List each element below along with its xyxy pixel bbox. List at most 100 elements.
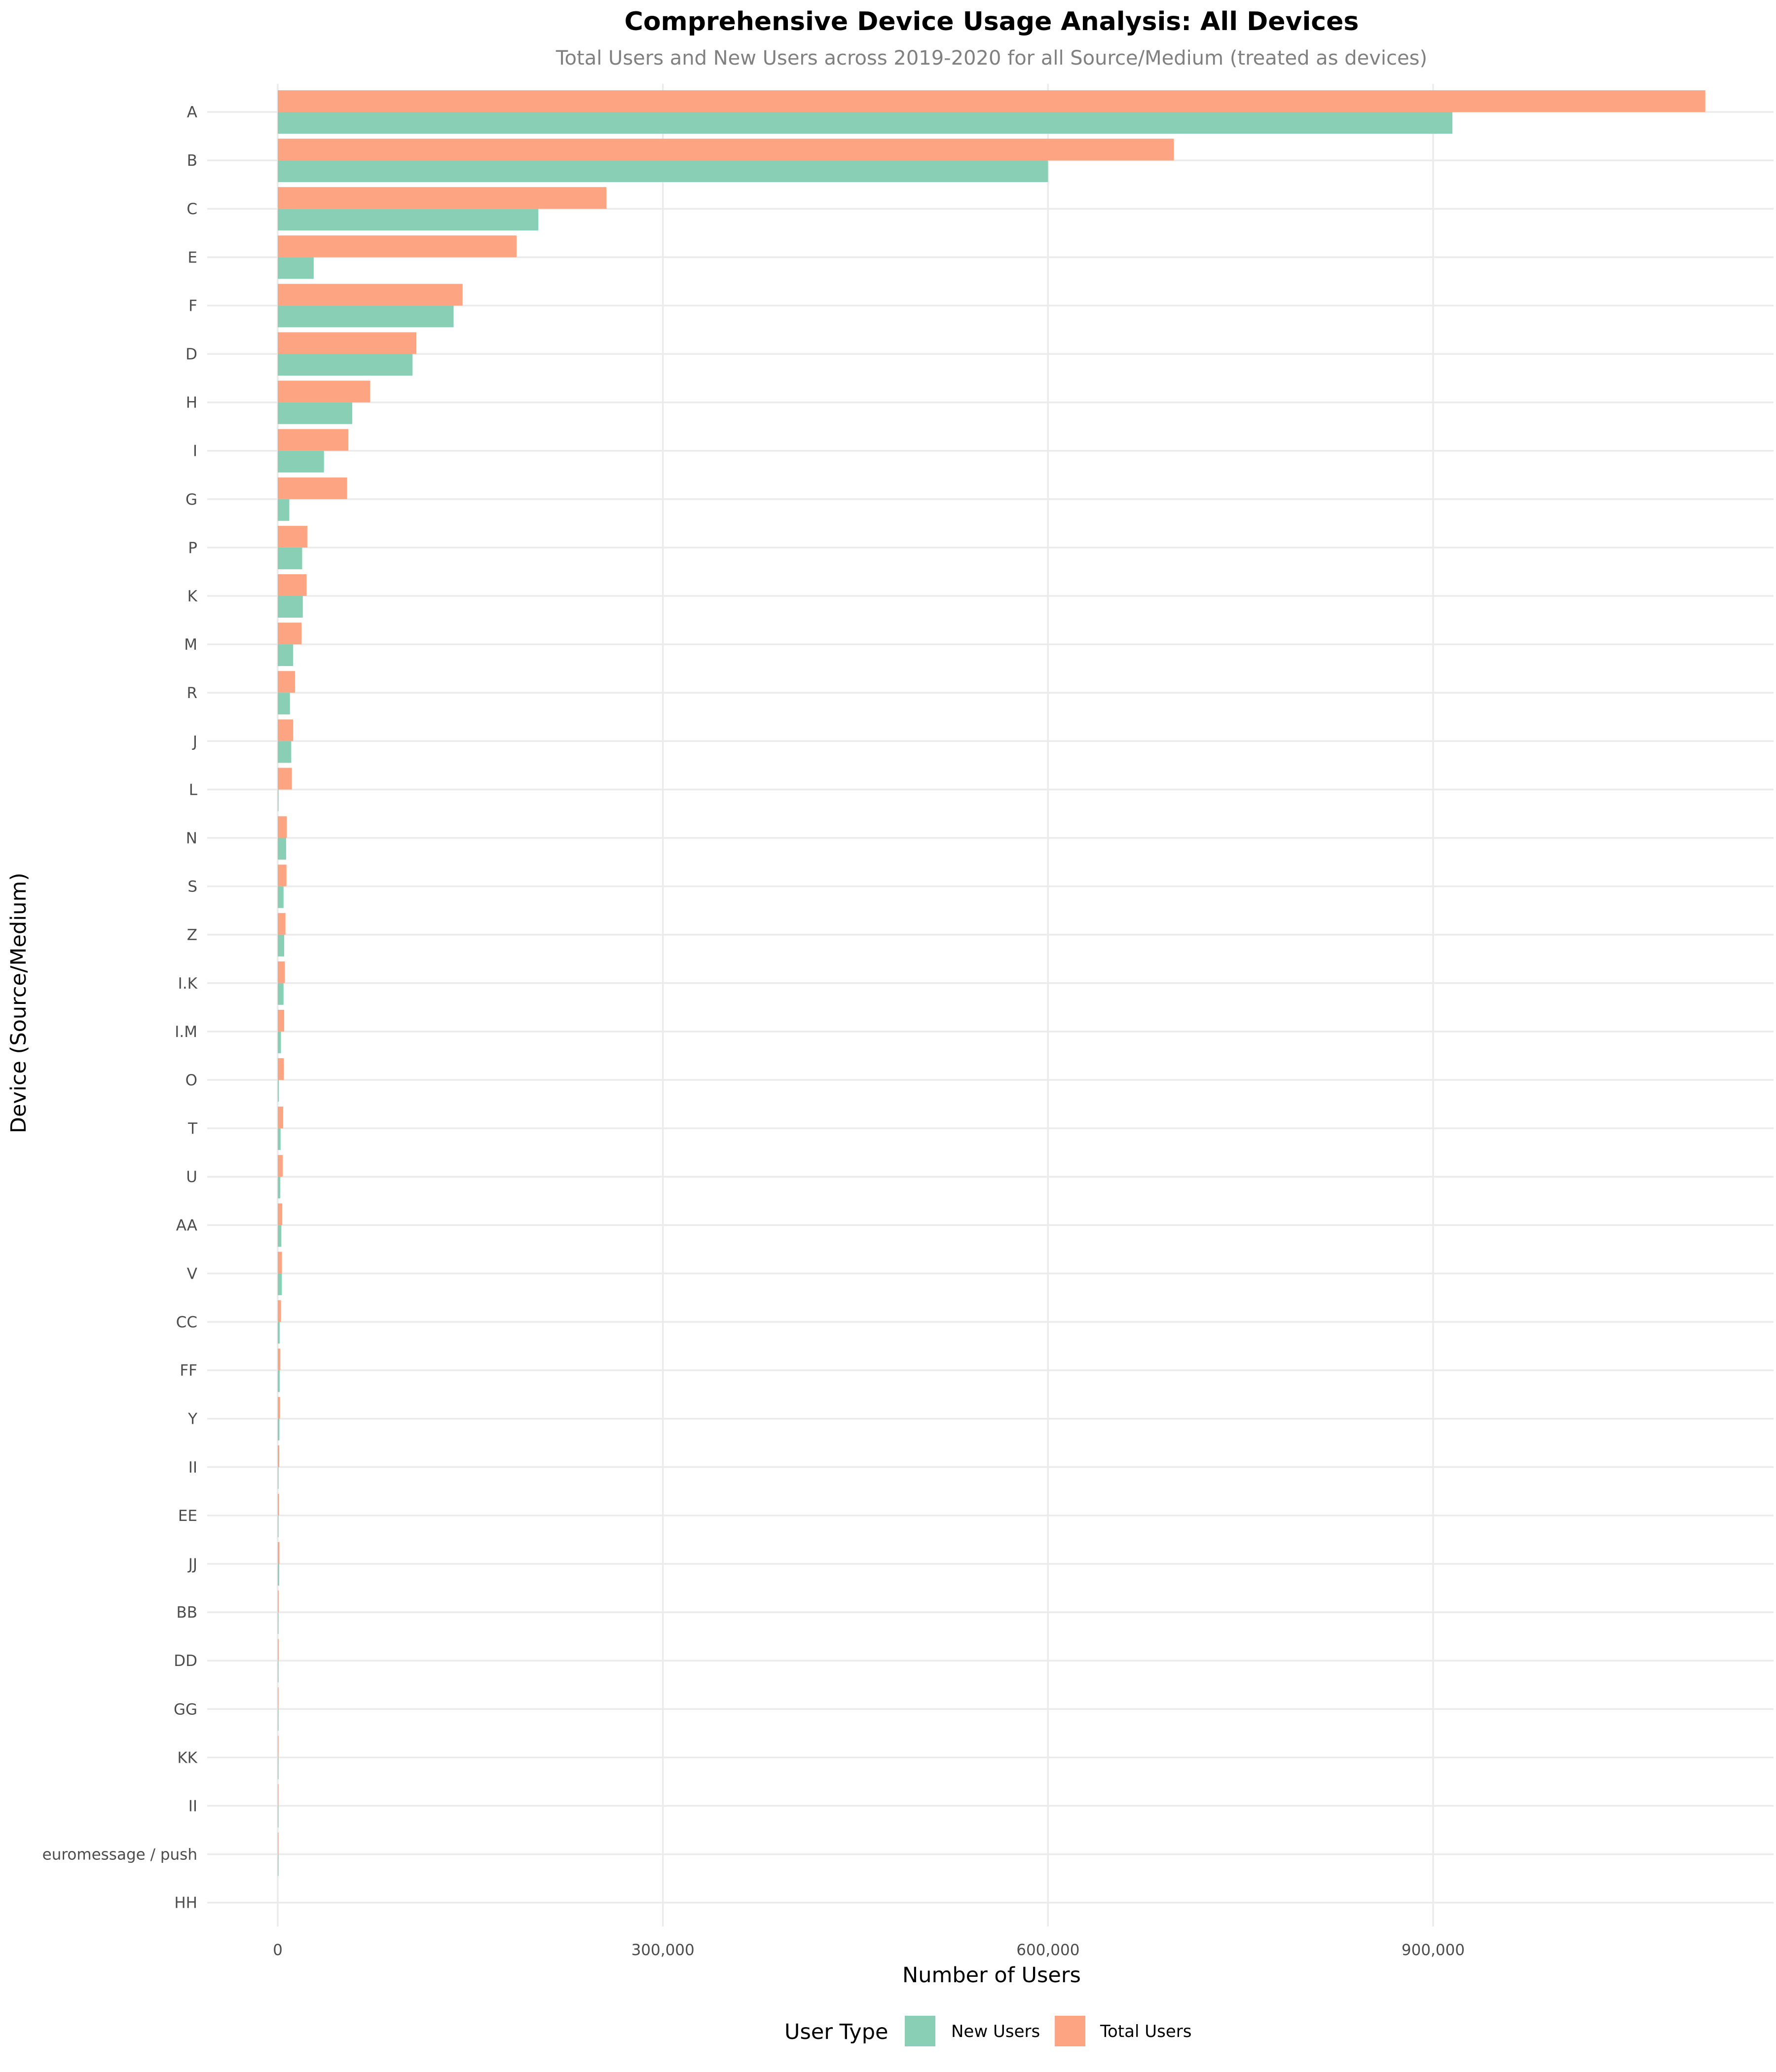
y-tick-label: JJ: [187, 1555, 197, 1573]
bar-total-users-p: [278, 525, 307, 548]
bar-total-users-ff: [278, 1348, 281, 1370]
bar-new-users-t: [278, 1128, 281, 1150]
y-tick-label: AA: [176, 1217, 197, 1234]
bar-new-users-n: [278, 838, 286, 860]
bar-new-users-v: [278, 1273, 282, 1295]
bar-total-users-cc: [278, 1300, 281, 1322]
bar-total-users-b: [278, 139, 1174, 161]
x-axis-title: Number of Users: [902, 1963, 1081, 1988]
bar-new-users-i-m: [278, 1031, 281, 1053]
y-tick-label: G: [185, 491, 197, 509]
y-tick-label: euromessage / push: [42, 1846, 197, 1864]
bar-new-users-s: [278, 886, 284, 908]
bar-total-users-bb: [278, 1591, 279, 1613]
x-tick-label: 600,000: [1016, 1941, 1079, 1959]
bar-new-users-h: [278, 402, 352, 424]
bar-new-users-dd: [278, 1661, 279, 1683]
y-tick-label: L: [189, 781, 198, 799]
y-tick-label: GG: [174, 1701, 197, 1718]
y-tick-label: KK: [177, 1749, 197, 1767]
bars: [278, 90, 1705, 1876]
y-tick-label: E: [187, 249, 197, 266]
bar-new-users-p: [278, 547, 302, 569]
bar-new-users-l: [278, 789, 279, 812]
bar-total-users-s: [278, 864, 287, 887]
bar-total-users-v: [278, 1252, 282, 1274]
bar-total-users-ee: [278, 1493, 279, 1516]
bar-total-users-r: [278, 671, 296, 693]
y-tick-label: II: [188, 1459, 197, 1477]
y-tick-label: M: [184, 636, 197, 654]
bar-new-users-kk: [278, 1757, 279, 1779]
bar-total-users-l: [278, 768, 292, 790]
bar-total-users-gg: [278, 1687, 279, 1709]
y-tick-label: U: [186, 1168, 197, 1186]
legend-title: User Type: [784, 2020, 888, 2044]
bar-new-users-j: [278, 741, 292, 763]
bar-total-users-dd: [278, 1639, 279, 1661]
y-tick-label: S: [187, 878, 197, 896]
bar-new-users-g: [278, 499, 290, 521]
bar-total-users-i-k: [278, 961, 285, 983]
x-axis-ticks: 0 300,000 600,000 900,000: [273, 1941, 1465, 1959]
bar-new-users-ee: [278, 1515, 279, 1537]
bar-total-users-y: [278, 1397, 280, 1419]
y-axis-ticks: A B C E F D H I G P K M R J L N S Z I.K I.M O T U AA V CC FF Y II EE J…: [42, 104, 198, 1912]
chart-title: Comprehensive Device Usage Analysis: All…: [625, 7, 1359, 37]
x-tick-label: 900,000: [1402, 1941, 1465, 1959]
x-tick-label: 300,000: [631, 1941, 695, 1959]
y-tick-label: EE: [178, 1507, 197, 1525]
bar-total-users-i: [278, 429, 349, 451]
y-tick-label: T: [187, 1120, 198, 1138]
bar-new-users-k: [278, 596, 303, 618]
grid: [207, 84, 1774, 1926]
y-tick-label: BB: [176, 1604, 197, 1622]
y-tick-label: D: [185, 346, 197, 364]
legend-swatch-new-users: [905, 2016, 935, 2046]
bar-total-users-aa: [278, 1203, 283, 1225]
y-tick-label: B: [187, 152, 197, 170]
y-tick-label: K: [187, 588, 198, 605]
bar-total-users-t: [278, 1107, 283, 1129]
y-tick-label: N: [186, 830, 197, 848]
bar-total-users-kk: [278, 1736, 279, 1758]
bar-new-users-e: [278, 257, 314, 279]
bar-new-users-b: [278, 160, 1048, 183]
bar-new-users-i-k: [278, 983, 284, 1005]
bar-new-users-ii: [278, 1467, 279, 1489]
bar-total-users-euromessage-push: [278, 1832, 279, 1854]
bar-total-users-o: [278, 1058, 284, 1080]
bar-total-users-a: [278, 90, 1705, 112]
legend: User Type New Users Total Users: [784, 2016, 1191, 2046]
y-tick-label: FF: [180, 1362, 197, 1380]
bar-new-users-o: [278, 1080, 279, 1102]
bar-new-users-m: [278, 644, 294, 666]
chart-subtitle: Total Users and New Users across 2019-20…: [555, 47, 1427, 70]
y-tick-label: H: [186, 394, 197, 412]
bar-new-users-cc: [278, 1322, 280, 1344]
bar-new-users-r: [278, 693, 290, 715]
legend-swatch-total-users: [1055, 2016, 1085, 2046]
y-tick-label: DD: [174, 1652, 197, 1670]
legend-label-total-users: Total Users: [1100, 2022, 1191, 2041]
y-tick-label: C: [186, 200, 197, 218]
bar-new-users-ff: [278, 1370, 280, 1392]
y-tick-label: R: [186, 684, 197, 702]
bar-total-users-ii: [278, 1445, 280, 1467]
bar-total-users-h: [278, 380, 370, 403]
y-tick-label: II: [188, 1798, 197, 1815]
bar-new-users-u: [278, 1177, 281, 1199]
bar-new-users-bb: [278, 1612, 279, 1634]
bar-total-users-c: [278, 187, 607, 209]
bar-total-users-k: [278, 574, 307, 596]
bar-total-users-u: [278, 1155, 283, 1177]
y-tick-label: I.M: [175, 1023, 197, 1041]
y-tick-label: Y: [187, 1410, 197, 1428]
y-tick-label: CC: [176, 1314, 197, 1332]
y-tick-label: HH: [174, 1894, 197, 1912]
bar-total-users-j: [278, 719, 294, 741]
x-tick-label: 0: [273, 1941, 283, 1959]
y-tick-label: P: [188, 539, 197, 557]
bar-total-users-m: [278, 623, 302, 645]
